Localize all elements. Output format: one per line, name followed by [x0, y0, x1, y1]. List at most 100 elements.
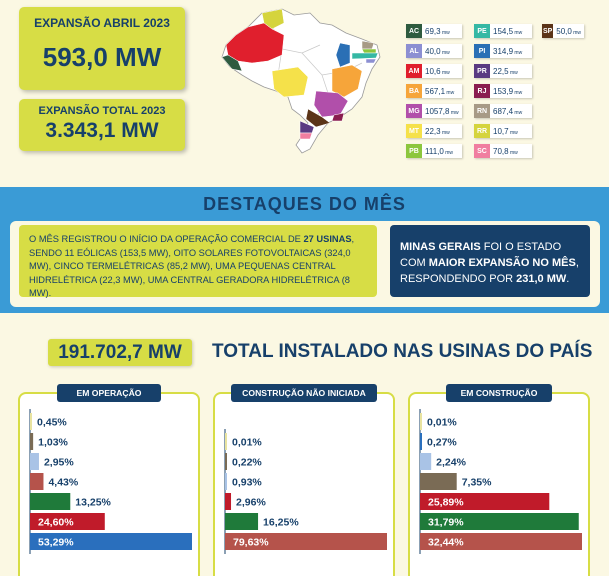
chart-card-construction: 0,01% 0,27% 2,24% 7,35% 25,89% 31,79% 32,44% [408, 392, 590, 576]
highlight-text-1: FOI O ESTADO COM [400, 241, 562, 269]
legend-item-mt: MT 22,3 mw [406, 124, 462, 138]
bar-5 [225, 533, 387, 550]
bar-4 [30, 493, 71, 510]
destaques-band: DESTAQUES DO MÊS O MÊS REGISTROU O INÍCI… [0, 187, 609, 313]
bar-2 [420, 453, 432, 470]
legend-value: 567,1 mw [425, 86, 455, 96]
state-ba [331, 64, 363, 98]
bar-label-2: 2,24% [436, 457, 466, 469]
state-rr [261, 8, 285, 30]
highlight-state: MINAS GERAIS [400, 241, 481, 253]
legend-value: 154,5 mw [493, 26, 523, 36]
state-sp [305, 108, 331, 128]
legend-code: PB [406, 144, 422, 158]
legend-item-sc: SC 70,8 mw [474, 144, 532, 158]
legend-value: 70,8 mw [493, 146, 518, 156]
legend-value: 22,3 mw [425, 126, 450, 136]
legend-value: 687,4 mw [493, 106, 523, 116]
destaques-summary: O MÊS REGISTROU O INÍCIO DA OPERAÇÃO COM… [19, 225, 377, 299]
total-expansion-title: EXPANSÃO TOTAL 2023 [38, 105, 166, 117]
legend-item-rr: RR 10,7 mw [474, 124, 532, 138]
bar-label-5: 24,60% [38, 517, 74, 529]
legend-value: 153,9 mw [493, 86, 523, 96]
legend-value: 314,9 mw [493, 46, 523, 56]
legend-item-pb: PB 111,0 mw [406, 144, 462, 158]
bar-label-4: 13,25% [75, 497, 111, 509]
legend-code: PE [474, 24, 490, 38]
legend-value: 69,3 mw [425, 26, 450, 36]
legend-item-pr: PR 22,5 mw [474, 64, 532, 78]
chart-title-construction: EM CONSTRUÇÃO [446, 384, 552, 402]
bar-5 [30, 513, 105, 530]
monthly-expansion-value: 593,0 MW [42, 42, 162, 72]
legend-code: AL [406, 44, 422, 58]
highlight-value: 231,0 MW [516, 273, 567, 285]
bar-label-3: 2,96% [236, 497, 266, 509]
legend-item-mg: MG 1057,8 mw [406, 104, 462, 118]
state-rn [361, 40, 375, 50]
state-pb [361, 48, 377, 54]
total-installed-label: TOTAL INSTALADO NAS USINAS DO PAÍS [212, 341, 593, 362]
legend-code: RR [474, 124, 490, 138]
legend-value: 1057,8 mw [425, 106, 459, 116]
chart-title-not-started: CONSTRUÇÃO NÃO INICIADA [231, 384, 377, 402]
bar-label-0: 0,45% [37, 417, 67, 429]
bar-5 [420, 513, 579, 530]
chart-card-not-started: 0,01% 0,22% 0,93% 2,96% 16,25% 79,63% [213, 392, 395, 576]
legend-item-al: AL 40,0 mw [406, 44, 462, 58]
bar-label-6: 53,29% [38, 537, 74, 549]
state-pe [351, 52, 379, 60]
legend-code: RN [474, 104, 490, 118]
legend-item-rn: RN 687,4 mw [474, 104, 532, 118]
legend-item-rj: RJ 153,9 mw [474, 84, 532, 98]
bar-0 [420, 413, 422, 430]
legend-item-am: AM 10,6 mw [406, 64, 462, 78]
legend-item-pi: PI 314,9 mw [474, 44, 532, 58]
summary-text-bold: 27 USINAS [303, 234, 352, 244]
bar-0 [225, 433, 227, 450]
legend-code: MG [406, 104, 422, 118]
legend-code: SP [542, 24, 554, 38]
legend-item-sp: SP 50,0 mw [542, 24, 584, 38]
bar-3 [30, 473, 44, 490]
chart-card-operation: 0,45% 1,03% 2,95% 4,43% 13,25% 24,60% 53,29% [18, 392, 200, 576]
bar-label-5: 31,79% [428, 517, 464, 529]
state-ac [221, 54, 243, 72]
state-legend: AC 69,3 mw AL 40,0 mw AM 10,6 mw BA 567,1 mw MG 1… [406, 24, 586, 164]
legend-value: 111,0 mw [425, 146, 454, 156]
legend-item-pe: PE 154,5 mw [474, 24, 532, 38]
header-section: EXPANSÃO ABRIL 2023 593,0 MW EXPANSÃO TO… [0, 0, 609, 180]
bar-1 [225, 453, 227, 470]
legend-code: PI [474, 44, 490, 58]
bar-label-0: 0,01% [232, 437, 262, 449]
chart-title-operation: EM OPERAÇÃO [57, 384, 161, 402]
bar-label-2: 2,95% [44, 457, 74, 469]
total-installed-value: 191.702,7 MW [48, 339, 192, 366]
legend-code: MT [406, 124, 422, 138]
total-expansion-value: 3.343,1 MW [45, 119, 159, 142]
chart-construction: 0,01% 0,27% 2,24% 7,35% 25,89% 31,79% 32,44% [419, 409, 582, 554]
bar-3 [225, 493, 232, 510]
bar-0 [30, 413, 32, 430]
chart-not-started: 0,01% 0,22% 0,93% 2,96% 16,25% 79,63% [224, 429, 387, 554]
destaques-title: DESTAQUES DO MÊS [203, 194, 406, 214]
legend-code: RJ [474, 84, 490, 98]
total-expansion-box: EXPANSÃO TOTAL 2023 3.343,1 MW [19, 99, 185, 151]
bar-label-1: 0,27% [427, 437, 457, 449]
summary-text-post: , SENDO 11 EÓLICAS (153,5 MW), OITO SOLA… [29, 234, 355, 299]
legend-code: AC [406, 24, 422, 38]
destaques-highlight: MINAS GERAIS FOI O ESTADO COM MAIOR EXPA… [390, 225, 590, 297]
highlight-bold-2: MAIOR EXPANSÃO NO MÊS [428, 257, 576, 269]
bar-6 [30, 533, 192, 550]
bar-6 [420, 533, 582, 550]
bar-2 [30, 453, 39, 470]
bar-4 [420, 493, 550, 510]
bar-label-0: 0,01% [427, 417, 457, 429]
bar-label-4: 16,25% [263, 517, 299, 529]
bar-label-2: 0,93% [232, 477, 262, 489]
legend-value: 50,0 mw [556, 26, 581, 36]
legend-item-ba: BA 567,1 mw [406, 84, 462, 98]
legend-value: 10,7 mw [493, 126, 518, 136]
legend-code: PR [474, 64, 490, 78]
bar-4 [225, 513, 259, 530]
